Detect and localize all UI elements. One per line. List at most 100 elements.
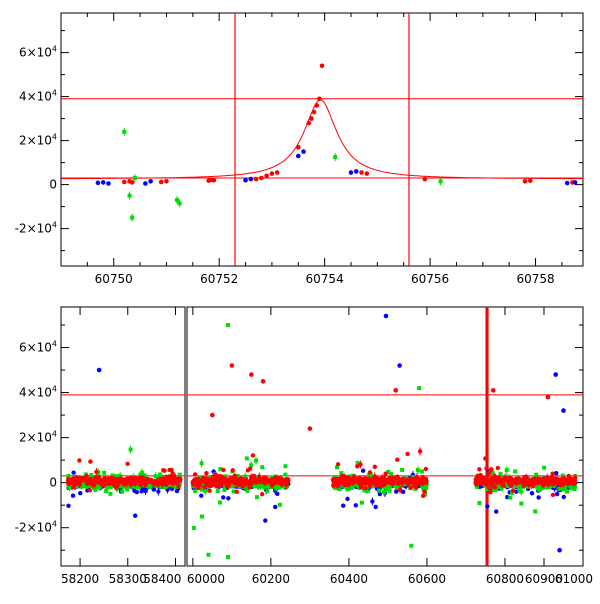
bottom-blue-point (263, 518, 268, 523)
bottom-red-baseline-point (372, 477, 378, 483)
bottom-green-point (560, 473, 565, 478)
bottom-blue-point (66, 503, 71, 509)
top-green-point (122, 129, 127, 134)
bottom-green-point (177, 472, 182, 477)
bottom-axes-frame-right (186, 306, 584, 567)
bottom-red-point (207, 488, 212, 493)
bottom-red-baseline-point (126, 478, 132, 484)
bottom-red-point (488, 489, 493, 495)
bottom-red-point (550, 492, 556, 498)
bottom-x-tick-label: 60200 (252, 572, 290, 586)
bottom-axes-frame-left (60, 306, 186, 567)
bottom-red-point (421, 493, 426, 498)
bottom-red-baseline-point (65, 478, 71, 484)
bottom-green-point (499, 486, 504, 491)
bottom-x-tick-label: 60900 (525, 572, 563, 586)
bottom-green-point (114, 474, 119, 479)
bottom-green-point (561, 487, 566, 492)
bottom-red-point (422, 489, 427, 494)
bottom-green-point (128, 447, 133, 452)
bottom-x-tick-label: 60600 (408, 572, 446, 586)
bottom-red-baseline-point (140, 480, 146, 486)
bottom-blue-point (554, 491, 560, 497)
bottom-red-outlier (229, 363, 235, 368)
bottom-red-point (477, 467, 482, 472)
top-red-point (319, 63, 325, 69)
panel-top-zoom: -2×104 0 2×104 4×104 6×104 60750 60752 60754 607… (15, 12, 584, 286)
bottom-green-point (197, 475, 202, 480)
bottom-blue-point (360, 468, 366, 473)
bottom-blue-point (485, 504, 490, 509)
bottom-red-baseline-point (387, 480, 393, 486)
bottom-green-point (362, 488, 367, 493)
bottom-blue-point (494, 509, 499, 514)
bottom-red-baseline-point (572, 478, 578, 484)
bottom-red-baseline-point (341, 477, 347, 483)
bottom-green-point (517, 487, 522, 492)
bottom-green-point (415, 468, 420, 473)
bottom-red-baseline-point (131, 478, 137, 484)
bottom-red-point (510, 488, 516, 493)
bottom-green-point (333, 474, 338, 479)
bottom-red-point (484, 466, 489, 471)
bottom-red-baseline-point (512, 478, 518, 484)
bottom-red-baseline-point (536, 476, 542, 482)
bottom-red-point (495, 465, 501, 471)
top-red-point (164, 179, 169, 184)
bottom-red-point (167, 467, 172, 473)
bottom-red-baseline-point (380, 479, 386, 484)
bottom-blue-point (272, 504, 278, 510)
bottom-red-baseline-point (203, 479, 209, 485)
bottom-red-outlier (210, 412, 215, 418)
bottom-red-baseline-point (160, 478, 166, 484)
top-red-point (306, 120, 312, 126)
bottom-red-point (214, 484, 220, 489)
top-red-point (422, 176, 428, 182)
top-blue-point (148, 179, 153, 184)
top-blue-point (143, 181, 148, 186)
bottom-red-baseline-point (151, 479, 156, 485)
bottom-green-point (337, 486, 342, 491)
bottom-blue-point (353, 503, 358, 508)
bottom-red-point (192, 472, 198, 477)
bottom-blue-point (377, 491, 383, 497)
bottom-green-point (382, 490, 387, 495)
bottom-red-baseline-point (79, 478, 85, 483)
bottom-x-tick-label: 61000 (555, 572, 593, 586)
bottom-red-point (485, 473, 491, 478)
bottom-x-tick-label: 58200 (61, 572, 99, 586)
bottom-red-baseline-point (238, 479, 244, 485)
bottom-red-outlier (545, 394, 551, 400)
bottom-blue-point (174, 488, 180, 494)
bottom-blue-outlier (553, 372, 558, 377)
bottom-green-point (89, 473, 94, 478)
bottom-red-baseline-point (251, 477, 256, 482)
bottom-red-point (201, 485, 207, 490)
bottom-red-point (234, 489, 239, 494)
top-y-tick-label: -2×104 (15, 221, 57, 236)
bottom-x-tick-label: 58300 (109, 572, 147, 586)
top-x-tick-label: 60758 (516, 272, 554, 286)
bottom-green-point (158, 472, 163, 477)
bottom-green-point (385, 487, 390, 492)
top-green-point (177, 201, 182, 206)
bottom-blue-point (373, 504, 378, 510)
bottom-green-point (260, 465, 265, 470)
bottom-green-point (345, 487, 350, 492)
bottom-red-baseline-point (417, 479, 423, 485)
bottom-red-baseline-point (115, 476, 120, 482)
bottom-blue-point (275, 491, 280, 496)
bottom-red-baseline-point (87, 480, 93, 486)
bottom-green-point (283, 472, 288, 477)
bottom-green-outlier (409, 543, 414, 548)
bottom-green-point (504, 468, 509, 473)
bottom-red-baseline-point (367, 479, 373, 484)
bottom-green-point (421, 487, 426, 492)
bottom-green-point (235, 473, 240, 478)
top-red-point (269, 171, 275, 176)
bottom-blue-point (370, 499, 375, 504)
bottom-red-baseline-point (545, 479, 551, 485)
bottom-green-point (118, 473, 123, 478)
top-blue-point (348, 170, 354, 175)
